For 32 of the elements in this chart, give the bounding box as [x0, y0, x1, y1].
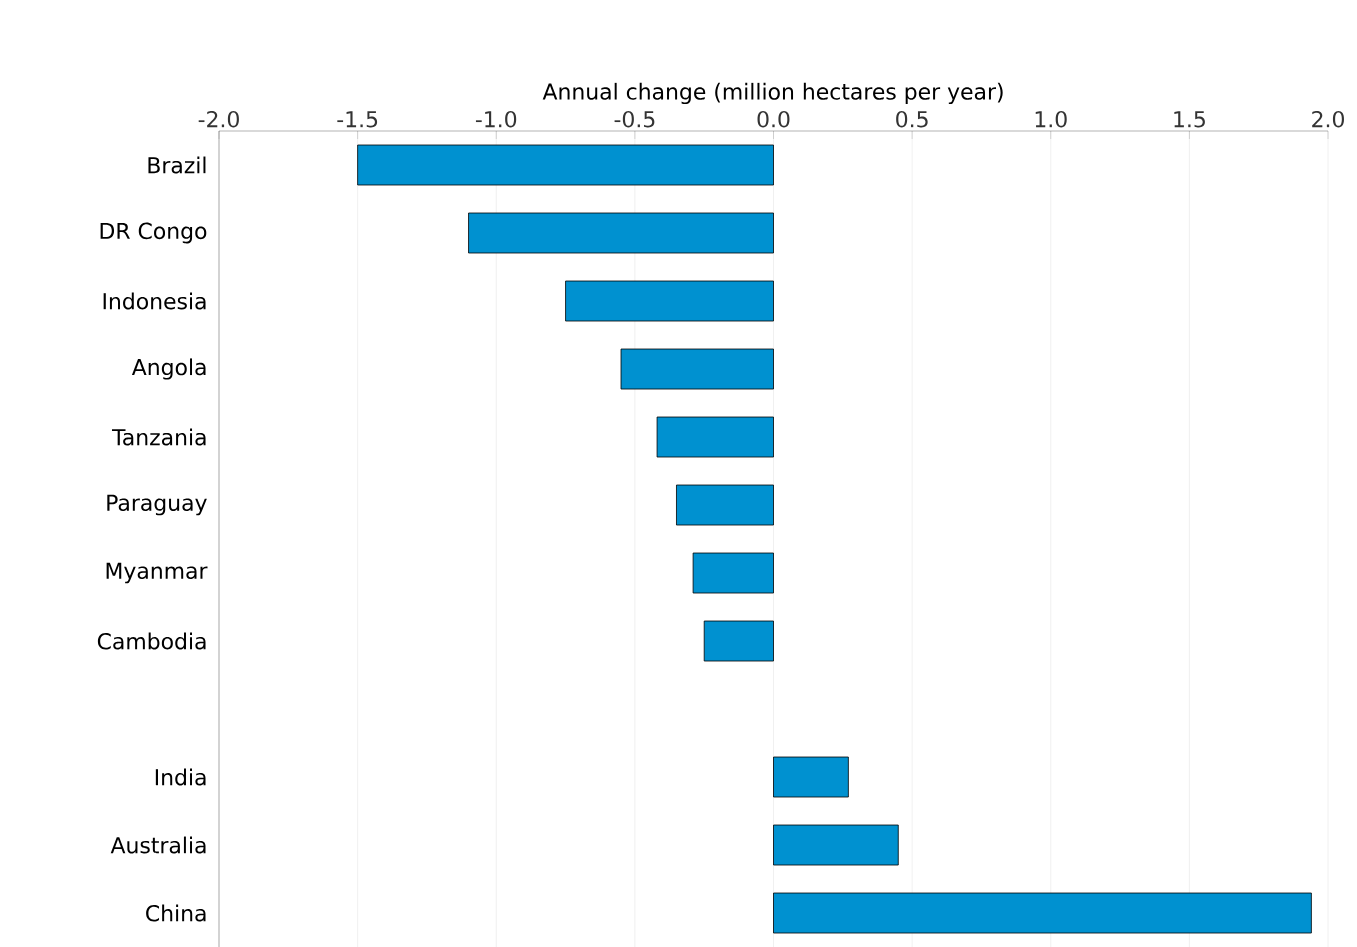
y-tick-label: Myanmar	[106, 562, 208, 584]
y-tick-label: Cambodia	[97, 632, 206, 650]
bar	[656, 416, 774, 458]
y-tick-label: Angola	[131, 358, 206, 380]
y-tick-label: Australia	[110, 836, 206, 854]
bar	[703, 620, 774, 662]
bar	[565, 280, 774, 322]
x-tick-label: 0.5	[896, 110, 928, 128]
bar	[620, 348, 774, 390]
y-tick-label: DR Congo	[100, 222, 207, 244]
bar	[773, 892, 1312, 934]
y-tick-label: Tanzania	[111, 428, 206, 446]
x-tick-label: -1.5	[337, 111, 378, 128]
x-tick-label: -0.5	[614, 110, 655, 128]
bar	[357, 144, 774, 186]
y-tick-label: India	[155, 768, 206, 786]
bar	[773, 756, 849, 798]
bar	[468, 212, 774, 254]
bar	[676, 484, 774, 526]
x-tick-label: 1.0	[1035, 110, 1067, 128]
x-tick-label: -2.0	[198, 110, 239, 128]
x-tick-label: 0.0	[757, 110, 790, 128]
y-tick-label: Indonesia	[103, 292, 206, 310]
bar	[773, 824, 899, 866]
bar	[692, 552, 774, 594]
x-tick-label: 1.5	[1174, 111, 1205, 128]
y-tick-label: China	[146, 904, 206, 922]
y-tick-label: Brazil	[148, 156, 206, 174]
x-tick-label: -1.0	[475, 110, 517, 128]
y-tick-label: Paraguay	[107, 494, 207, 516]
x-axis-title: Annual change (million hectares per year)	[542, 82, 1003, 105]
x-tick-label: 2.0	[1312, 110, 1344, 128]
